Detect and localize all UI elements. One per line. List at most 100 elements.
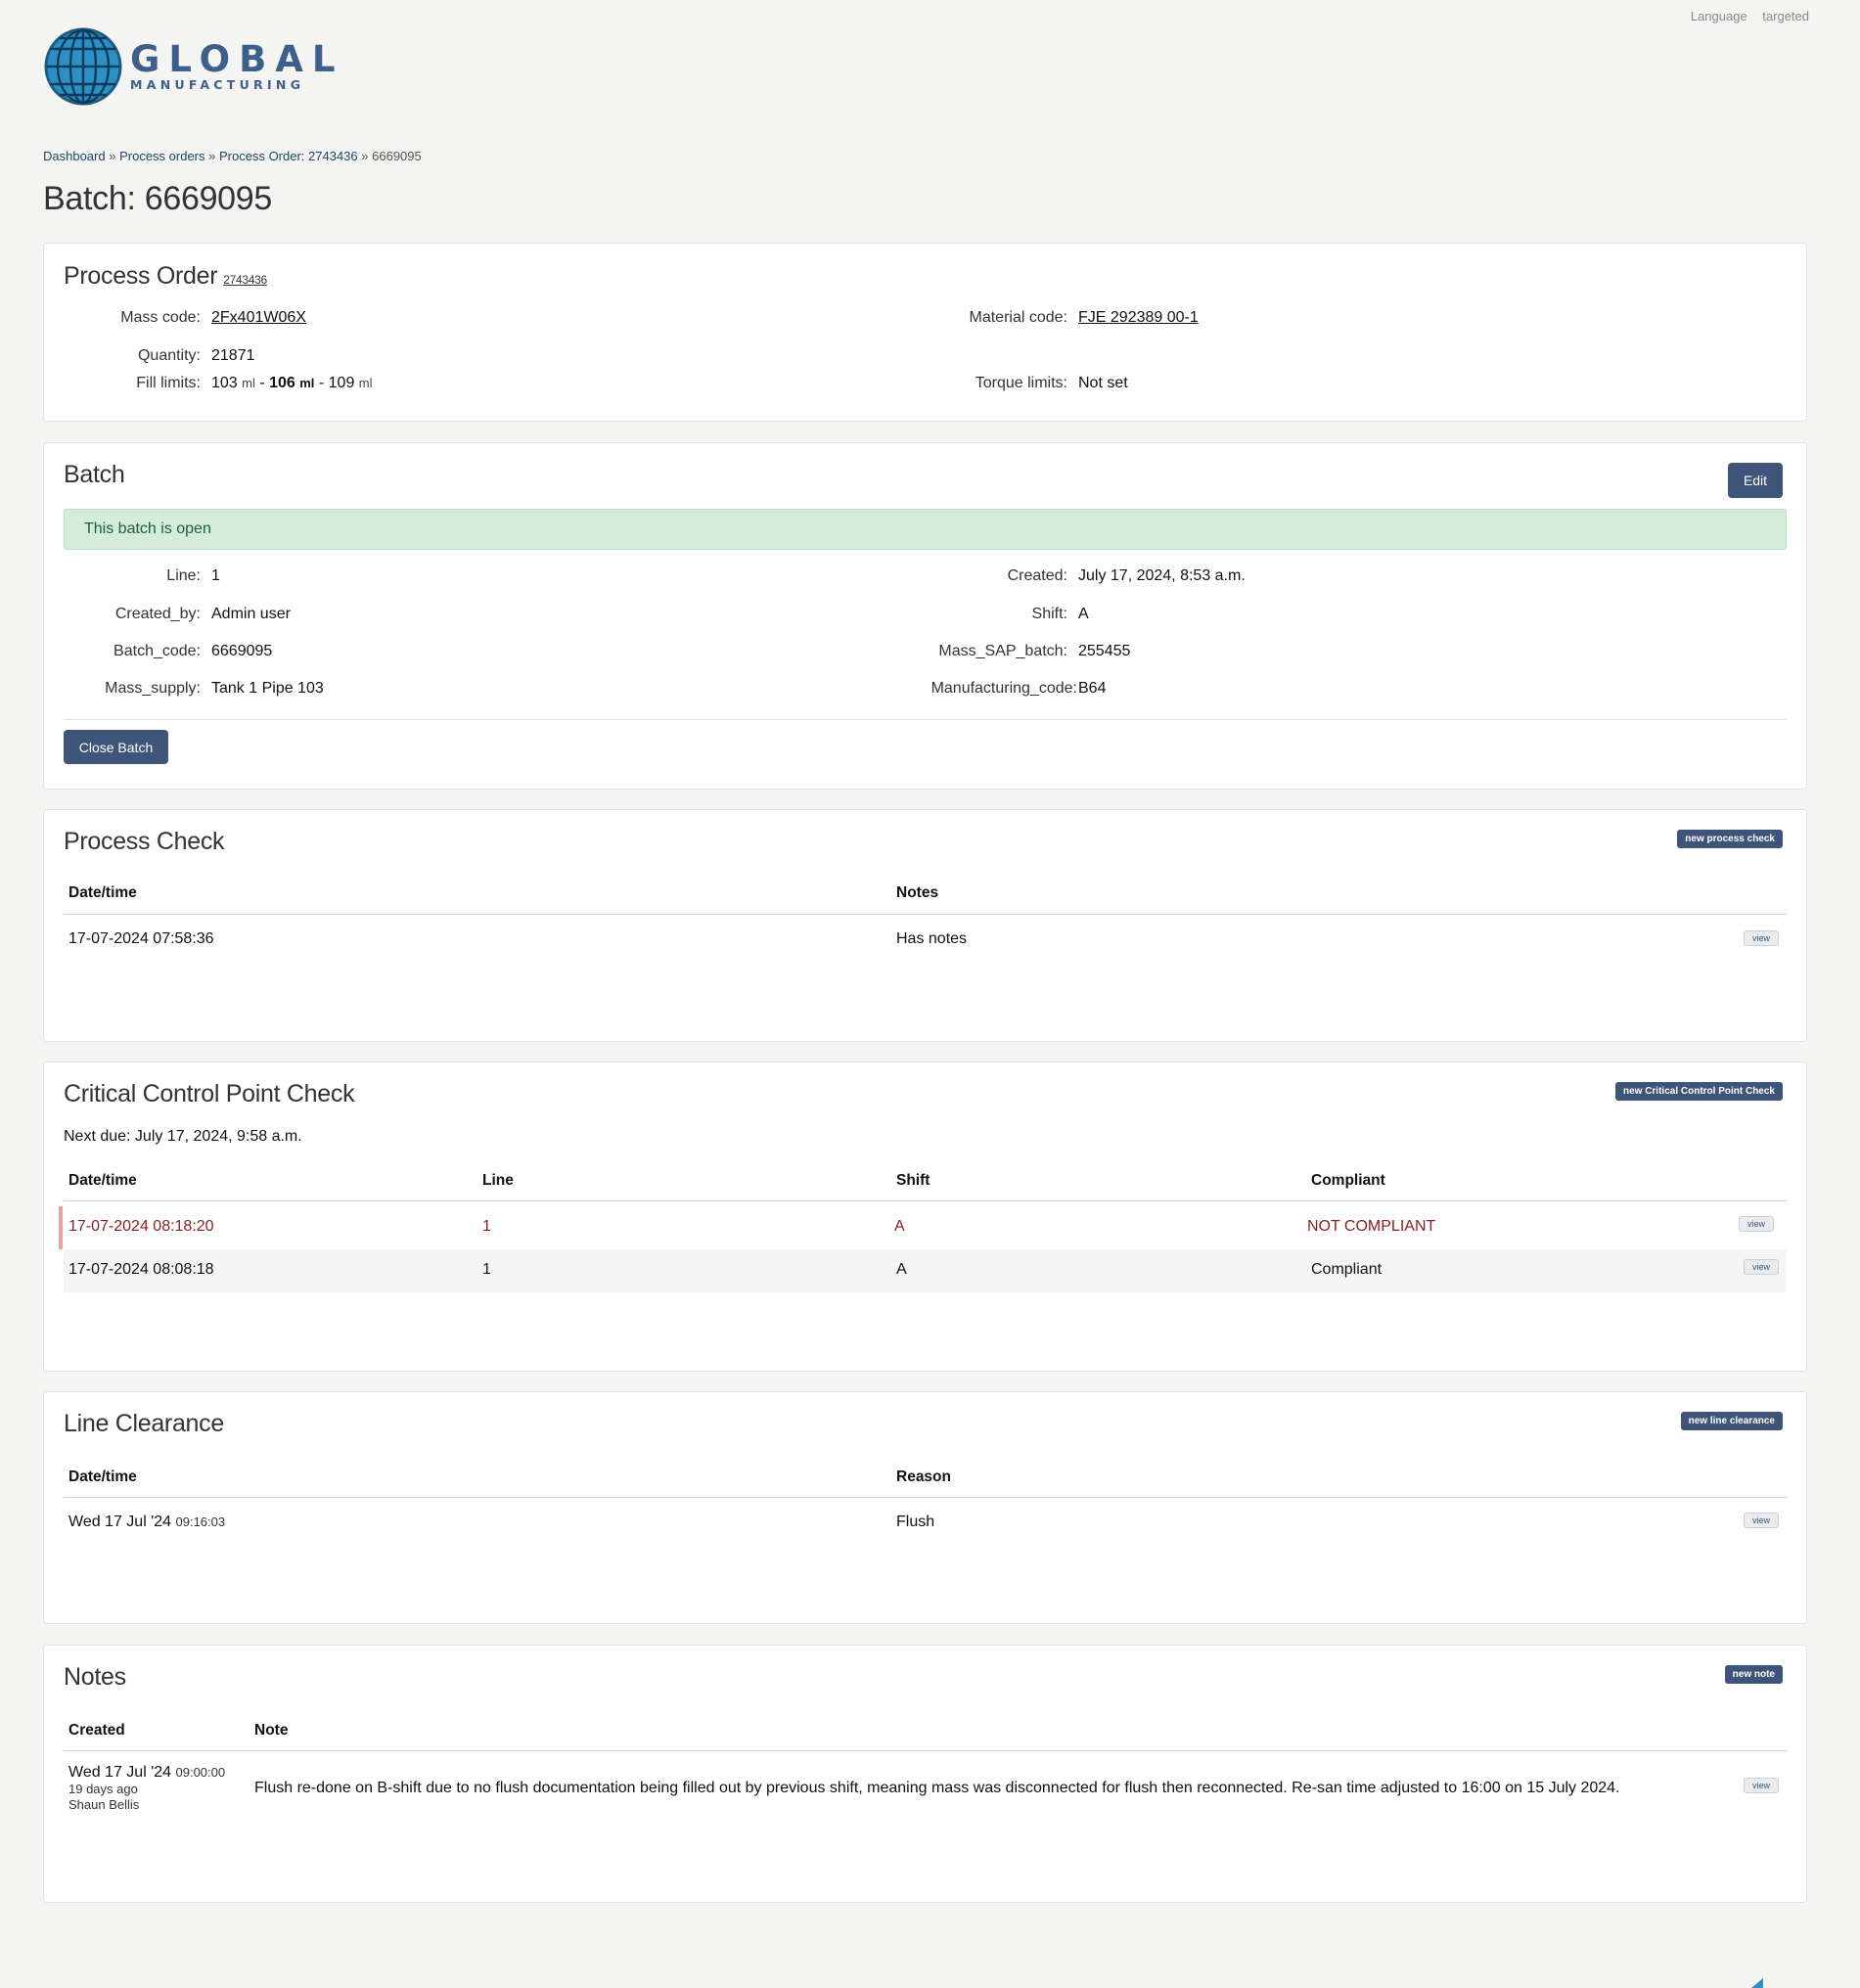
page-title: Batch: 6669095	[43, 180, 272, 217]
process-check-panel: Process Check new process check Date/tim…	[43, 809, 1807, 1042]
cell-datetime: 17-07-2024 08:18:20	[68, 1218, 214, 1235]
cell-created: Wed 17 Jul '24 09:00:00 19 days ago Shau…	[68, 1764, 225, 1813]
column-header-datetime: Date/time	[68, 1172, 137, 1189]
batch-code-value: 6669095	[211, 643, 273, 659]
logo-subtitle: MANUFACTURING	[130, 77, 305, 92]
cell-line: 1	[482, 1261, 491, 1278]
line-value: 1	[211, 567, 220, 584]
breadcrumb-dashboard[interactable]: Dashboard	[43, 149, 106, 163]
divider	[64, 719, 1787, 720]
fill-unit: ml	[242, 376, 255, 390]
breadcrumb-process-orders[interactable]: Process orders	[119, 149, 205, 163]
cell-datetime: 17-07-2024 07:58:36	[68, 930, 214, 947]
table-header-rule	[64, 914, 1787, 915]
cell-notes: Has notes	[896, 930, 968, 947]
created-by-value: Admin user	[211, 606, 291, 622]
table-row-stripe	[64, 1249, 1787, 1292]
language-link[interactable]: Language	[1690, 9, 1747, 23]
quantity-value: 21871	[211, 347, 255, 364]
process-order-link[interactable]: 2743436	[223, 273, 267, 287]
view-button[interactable]: view	[1743, 1259, 1779, 1275]
fill-unit: ml	[358, 376, 373, 390]
breadcrumb-separator: »	[208, 149, 216, 163]
column-header-datetime: Date/time	[68, 884, 137, 901]
mass-sap-batch-value: 255455	[1078, 643, 1131, 659]
created-by-label: Created_by:	[114, 606, 201, 622]
mass-sap-batch-label: Mass_SAP_batch:	[938, 643, 1067, 659]
fill-unit: ml	[299, 376, 315, 390]
column-header-datetime: Date/time	[68, 1468, 137, 1485]
column-header-shift: Shift	[896, 1172, 930, 1189]
line-label: Line:	[166, 567, 201, 584]
process-order-title: Process Order	[64, 262, 218, 290]
batch-heading: Batch	[64, 461, 125, 488]
column-header-compliant: Compliant	[1311, 1172, 1385, 1189]
breadcrumb: Dashboard » Process orders » Process Ord…	[43, 149, 422, 163]
view-button[interactable]: view	[1743, 1513, 1779, 1528]
corner-icon	[1751, 1978, 1763, 1988]
new-process-check-button[interactable]: new process check	[1677, 830, 1783, 848]
globe-icon	[44, 27, 122, 106]
note-author: Shaun Bellis	[68, 1797, 140, 1812]
view-button[interactable]: view	[1743, 930, 1779, 946]
fill-limits-label: Fill limits:	[136, 375, 201, 391]
mass-code-link[interactable]: 2Fx401W06X	[211, 309, 306, 326]
note-date: Wed 17 Jul '24	[68, 1764, 172, 1781]
view-button[interactable]: view	[1743, 1778, 1779, 1793]
note-time: 09:00:00	[175, 1765, 226, 1780]
table-header-rule	[64, 1497, 1787, 1498]
cell-line: 1	[482, 1218, 491, 1235]
column-header-created: Created	[68, 1722, 125, 1739]
table-header-rule	[64, 1200, 1787, 1201]
close-batch-button[interactable]: Close Batch	[64, 730, 168, 764]
manufacturing-code-value: B64	[1078, 680, 1107, 697]
material-code-link[interactable]: FJE 292389 00-1	[1078, 309, 1199, 326]
column-header-note: Note	[254, 1722, 289, 1739]
new-line-clearance-button[interactable]: new line clearance	[1680, 1412, 1783, 1430]
created-value: July 17, 2024, 8:53 a.m.	[1078, 567, 1246, 584]
clearance-time: 09:16:03	[175, 1514, 226, 1529]
column-header-line: Line	[482, 1172, 514, 1189]
fill-limits-value: 103 ml - 106 ml - 109 ml	[211, 375, 373, 391]
process-order-panel: Process Order 2743436 Mass code: 2Fx401W0…	[43, 243, 1807, 422]
notes-panel: Notes new note Created Note Wed 17 Jul '…	[43, 1645, 1807, 1903]
fill-min: 103	[211, 375, 238, 391]
new-note-button[interactable]: new note	[1724, 1665, 1783, 1684]
logo-title: GLOBAL	[130, 38, 344, 80]
clearance-date: Wed 17 Jul '24	[68, 1514, 172, 1530]
mass-code-label: Mass code:	[120, 309, 201, 326]
batch-code-label: Batch_code:	[113, 643, 201, 659]
line-clearance-panel: Line Clearance new line clearance Date/t…	[43, 1391, 1807, 1624]
created-label: Created:	[1007, 567, 1067, 584]
top-bar: Language targeted	[1679, 9, 1809, 23]
fill-max: 109	[328, 375, 355, 391]
new-ccp-check-button[interactable]: new Critical Control Point Check	[1614, 1082, 1783, 1101]
view-button[interactable]: view	[1738, 1216, 1774, 1232]
mass-supply-label: Mass_supply:	[105, 680, 201, 697]
column-header-notes: Notes	[896, 884, 939, 901]
notes-heading: Notes	[64, 1663, 126, 1691]
batch-status-alert: This batch is open	[64, 509, 1787, 550]
process-check-heading: Process Check	[64, 828, 225, 855]
cell-datetime: Wed 17 Jul '24 09:16:03	[68, 1514, 225, 1531]
breadcrumb-process-order[interactable]: Process Order: 2743436	[219, 149, 358, 163]
shift-value: A	[1078, 606, 1089, 622]
material-code-label: Material code:	[969, 309, 1068, 326]
ccp-check-panel: Critical Control Point Check new Critica…	[43, 1062, 1807, 1372]
column-header-reason: Reason	[896, 1468, 951, 1485]
cell-datetime: 17-07-2024 08:08:18	[68, 1261, 214, 1278]
cell-compliant: Compliant	[1311, 1261, 1383, 1278]
targeted-link[interactable]: targeted	[1762, 9, 1809, 23]
company-logo[interactable]: GLOBAL MANUFACTURING	[44, 27, 344, 106]
ccp-check-heading: Critical Control Point Check	[64, 1080, 355, 1107]
fill-target: 106	[269, 375, 295, 391]
torque-limits-label: Torque limits:	[975, 375, 1067, 391]
quantity-label: Quantity:	[137, 347, 201, 364]
non-compliant-marker	[59, 1206, 63, 1249]
cell-note: Flush re-done on B-shift due to no flush…	[254, 1780, 1620, 1796]
edit-button[interactable]: Edit	[1728, 463, 1783, 498]
table-header-rule	[64, 1750, 1787, 1751]
batch-panel: Batch Edit This batch is open Line: 1 Cr…	[43, 442, 1807, 790]
cell-shift: A	[894, 1218, 905, 1235]
logo-wordmark: GLOBAL MANUFACTURING	[130, 41, 344, 92]
